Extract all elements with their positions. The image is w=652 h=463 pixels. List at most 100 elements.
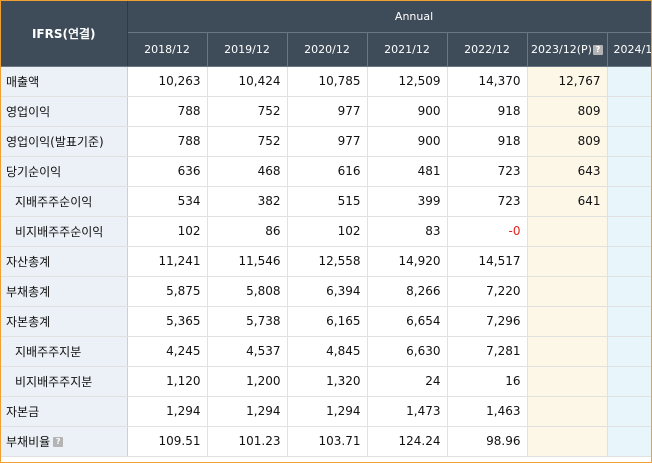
table-cell (527, 276, 608, 307)
row-label-noncontrolling-equity: 비지배주주지분 (1, 366, 128, 397)
period-header-2019: 2019/12 (207, 32, 288, 67)
table-row: 당기순이익 636 468 616 481 723 643 (1, 156, 651, 187)
period-header-2021: 2021/12 (367, 32, 448, 67)
table-cell: 636 (127, 156, 208, 187)
row-label-operating-profit: 영업이익 (1, 96, 128, 127)
table-cell (607, 186, 651, 217)
table-cell: 8,266 (367, 276, 448, 307)
table-cell: 10,785 (287, 66, 368, 97)
table-cell: 6,394 (287, 276, 368, 307)
table-cell: 14,920 (367, 246, 448, 277)
period-header-2018: 2018/12 (127, 32, 208, 67)
table-cell: 14,517 (447, 246, 528, 277)
table-row: 부채비율? 109.51 101.23 103.71 124.24 98.96 (1, 426, 651, 457)
table-cell: 6,654 (367, 306, 448, 337)
table-cell: 468 (207, 156, 288, 187)
table-cell (607, 366, 651, 397)
table-cell: 7,281 (447, 336, 528, 367)
table-cell: 1,120 (127, 366, 208, 397)
table-row: 비지배주주순이익 102 86 102 83 -0 (1, 216, 651, 247)
table-row: 비지배주주지분 1,120 1,200 1,320 24 16 (1, 366, 651, 397)
table-cell: 977 (287, 96, 368, 127)
table-cell: 1,473 (367, 396, 448, 427)
table-cell (527, 306, 608, 337)
row-label-operating-profit-announced: 영업이익(발표기준) (1, 126, 128, 157)
table-cell: 5,875 (127, 276, 208, 307)
table-cell: 4,845 (287, 336, 368, 367)
table-cell: 6,630 (367, 336, 448, 367)
table-row: 자산총계 11,241 11,546 12,558 14,920 14,517 (1, 246, 651, 277)
table-cell: 1,320 (287, 366, 368, 397)
table-cell: 10,424 (207, 66, 288, 97)
table-cell (527, 396, 608, 427)
table-row: 자본총계 5,365 5,738 6,165 6,654 7,296 (1, 306, 651, 337)
annual-group-header: Annual (127, 1, 651, 33)
table-cell: 4,245 (127, 336, 208, 367)
table-cell (607, 156, 651, 187)
table-cell (527, 246, 608, 277)
table-cell (607, 66, 651, 97)
table-row: 영업이익(발표기준) 788 752 977 900 918 809 (1, 126, 651, 157)
table-cell: 4,537 (207, 336, 288, 367)
table-cell: 14,370 (447, 66, 528, 97)
row-label-total-liabilities: 부채총계 (1, 276, 128, 307)
table-cell: 5,808 (207, 276, 288, 307)
table-cell (607, 246, 651, 277)
column-header-accounting-standard: IFRS(연결) (1, 1, 128, 67)
help-icon[interactable]: ? (53, 437, 64, 447)
table-cell (607, 396, 651, 427)
table-cell: 102 (287, 216, 368, 247)
table-cell: 752 (207, 126, 288, 157)
table-row: 영업이익 788 752 977 900 918 809 (1, 96, 651, 127)
table-cell: 809 (527, 126, 608, 157)
table-cell (607, 336, 651, 367)
table-cell: 12,558 (287, 246, 368, 277)
table-cell: 1,294 (207, 396, 288, 427)
table-cell (607, 216, 651, 247)
table-cell: 515 (287, 186, 368, 217)
table-cell: 788 (127, 126, 208, 157)
table-cell: 10,263 (127, 66, 208, 97)
table-cell: 643 (527, 156, 608, 187)
table-row: 지배주주지분 4,245 4,537 4,845 6,630 7,281 (1, 336, 651, 367)
table-cell: 1,200 (207, 366, 288, 397)
period-header-2022: 2022/12 (447, 32, 528, 67)
period-header-2024: 2024/12 (607, 32, 651, 67)
table-cell: 900 (367, 96, 448, 127)
table-cell (527, 336, 608, 367)
table-cell: 1,463 (447, 396, 528, 427)
table-cell: 5,365 (127, 306, 208, 337)
table-cell: 534 (127, 186, 208, 217)
row-label-net-income: 당기순이익 (1, 156, 128, 187)
table-cell (607, 426, 651, 457)
table-cell: 11,241 (127, 246, 208, 277)
table-cell: 7,296 (447, 306, 528, 337)
period-header-2023-label: 2023/12(P) (531, 42, 592, 56)
table-row: 지배주주순이익 534 382 515 399 723 641 (1, 186, 651, 217)
row-label-debt-ratio: 부채비율? (1, 426, 128, 457)
table-cell: 109.51 (127, 426, 208, 457)
table-cell (527, 366, 608, 397)
table-cell (527, 216, 608, 247)
table-cell: 16 (447, 366, 528, 397)
table-cell: 103.71 (287, 426, 368, 457)
table-cell: 481 (367, 156, 448, 187)
table-cell: 98.96 (447, 426, 528, 457)
table-row: 자본금 1,294 1,294 1,294 1,473 1,463 (1, 396, 651, 427)
table-cell: 124.24 (367, 426, 448, 457)
table-cell: 83 (367, 216, 448, 247)
row-label-capital-stock: 자본금 (1, 396, 128, 427)
table-cell: 399 (367, 186, 448, 217)
table-cell: 641 (527, 186, 608, 217)
table-cell: 918 (447, 126, 528, 157)
table-cell: 12,767 (527, 66, 608, 97)
table-cell: 1,294 (287, 396, 368, 427)
help-icon[interactable]: ? (592, 44, 603, 55)
table-cell: 86 (207, 216, 288, 247)
table-cell (607, 96, 651, 127)
table-cell: 7,220 (447, 276, 528, 307)
row-label-noncontrolling-net-income: 비지배주주순이익 (1, 216, 128, 247)
table-cell: 6,165 (287, 306, 368, 337)
